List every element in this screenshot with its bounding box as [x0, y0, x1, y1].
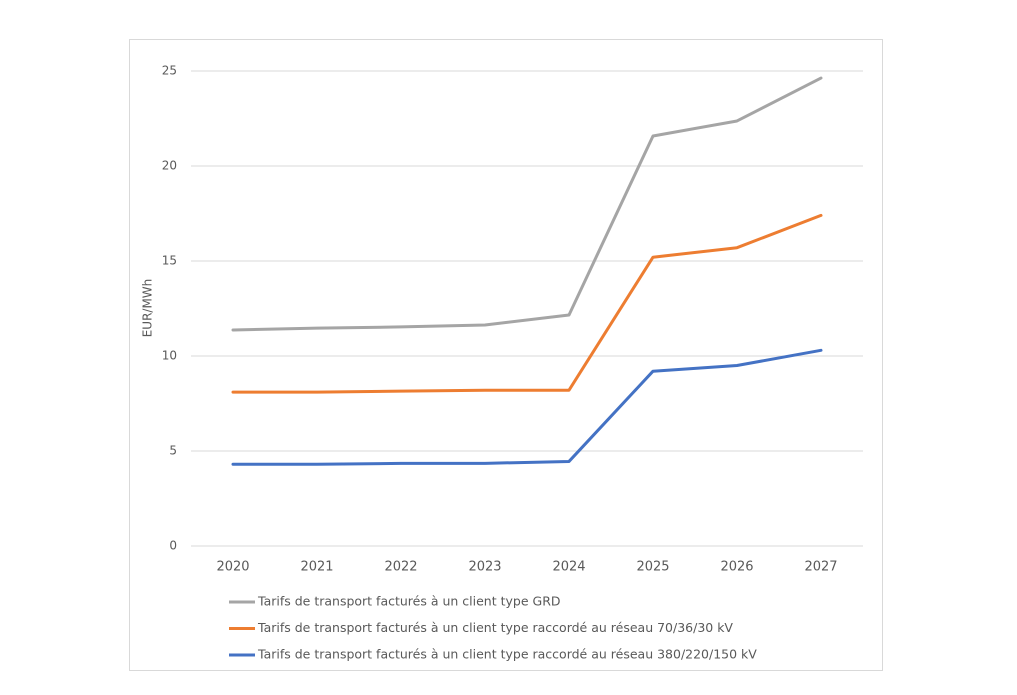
legend-label: Tarifs de transport facturés à un client…: [257, 594, 561, 609]
y-tick-label: 25: [162, 64, 177, 78]
x-tick-label: 2027: [804, 560, 837, 575]
x-tick-label: 2024: [552, 560, 585, 575]
series-line: [231, 213, 823, 394]
legend-label: Tarifs de transport facturés à un client…: [257, 647, 757, 662]
y-tick-label: 5: [169, 444, 177, 458]
y-tick-label: 15: [162, 254, 177, 268]
legend-label: Tarifs de transport facturés à un client…: [257, 620, 733, 635]
y-tick-label: 10: [162, 349, 177, 363]
x-tick-label: 2026: [720, 560, 753, 575]
series-line: [231, 76, 823, 332]
x-tick-label: 2020: [216, 560, 249, 575]
y-tick-label: 20: [162, 159, 177, 173]
y-tick-label: 0: [169, 539, 177, 553]
series-line: [231, 348, 823, 466]
chart-frame: [129, 39, 883, 671]
x-tick-label: 2022: [384, 560, 417, 575]
y-axis-label: EUR/MWh: [141, 279, 155, 338]
x-tick-label: 2021: [300, 560, 333, 575]
x-tick-label: 2023: [468, 560, 501, 575]
x-tick-label: 2025: [636, 560, 669, 575]
